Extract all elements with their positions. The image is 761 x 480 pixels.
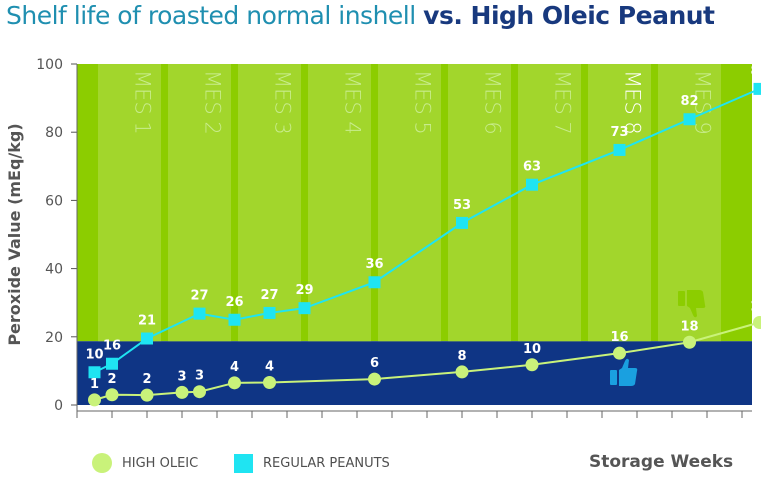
high-oleic-point bbox=[683, 335, 696, 349]
month-stripe bbox=[588, 64, 651, 342]
y-tick-label: 0 bbox=[54, 398, 63, 414]
high-oleic-data-label: 4 bbox=[230, 360, 239, 375]
regular-peanuts-point bbox=[141, 332, 153, 345]
legend-high-oleic: HIGH OLEIC bbox=[92, 452, 198, 474]
high-oleic-data-label: 1 bbox=[90, 377, 99, 392]
high-oleic-data-label: 16 bbox=[610, 330, 628, 345]
regular-peanuts-data-label: 27 bbox=[190, 289, 208, 304]
month-label: MES 7 bbox=[551, 70, 575, 135]
title-bold: vs. High Oleic Peanut bbox=[423, 1, 715, 30]
regular-peanuts-point bbox=[106, 357, 118, 370]
thumb-hand bbox=[687, 290, 706, 318]
regular-peanuts-point bbox=[263, 306, 276, 319]
month-label: MES 4 bbox=[341, 70, 365, 135]
regular-peanuts-point bbox=[456, 216, 468, 229]
thumb-cuff bbox=[610, 370, 617, 385]
regular-peanuts-point bbox=[753, 82, 761, 95]
regular-peanuts-point bbox=[193, 307, 206, 320]
high-oleic-data-label: 18 bbox=[680, 319, 698, 334]
regular-peanuts-point bbox=[526, 178, 538, 191]
regular-peanuts-data-label: 29 bbox=[295, 283, 313, 298]
high-oleic-data-label: 3 bbox=[177, 369, 186, 384]
y-tick-label: 40 bbox=[45, 262, 63, 278]
high-oleic-point bbox=[613, 346, 626, 360]
regular-peanuts-data-label: 82 bbox=[680, 94, 698, 109]
legend-regular-marker bbox=[234, 453, 253, 473]
regular-peanuts-point bbox=[368, 276, 381, 289]
month-stripe bbox=[238, 64, 301, 342]
high-oleic-data-label: 10 bbox=[523, 342, 541, 357]
thumb-hand bbox=[619, 358, 638, 386]
thumbs-down-icon bbox=[678, 290, 706, 318]
regular-peanuts-data-label: 53 bbox=[453, 198, 471, 213]
month-label: MES 8 bbox=[621, 70, 645, 135]
high-oleic-point bbox=[105, 388, 119, 402]
month-stripe bbox=[378, 64, 441, 342]
regular-peanuts-data-label: 27 bbox=[260, 288, 278, 303]
y-tick-label: 60 bbox=[45, 193, 63, 209]
high-oleic-point bbox=[88, 393, 101, 407]
regular-peanuts-point bbox=[683, 113, 696, 126]
high-oleic-data-label: 3 bbox=[195, 369, 204, 384]
regular-peanuts-data-label: 16 bbox=[103, 339, 121, 354]
legend-high-oleic-label: HIGH OLEIC bbox=[122, 455, 199, 471]
regular-peanuts-data-label: 73 bbox=[610, 125, 628, 140]
legend-high-oleic-marker bbox=[92, 453, 112, 473]
thumb-cuff bbox=[678, 291, 685, 306]
regular-peanuts-point bbox=[298, 302, 311, 315]
high-oleic-data-label: 2 bbox=[107, 372, 116, 387]
month-stripe bbox=[98, 64, 161, 342]
month-stripe bbox=[168, 64, 231, 342]
high-oleic-data-label: 4 bbox=[265, 359, 274, 374]
regular-peanuts-data-label: 21 bbox=[138, 314, 156, 329]
high-oleic-point bbox=[525, 358, 539, 372]
high-oleic-point bbox=[368, 372, 381, 386]
month-stripe bbox=[518, 64, 581, 342]
thumbs-up-icon bbox=[610, 358, 638, 386]
acceptable-zone-band bbox=[77, 341, 752, 405]
legend-regular-peanuts: REGULAR PEANUTS bbox=[234, 452, 390, 474]
high-oleic-point bbox=[228, 376, 241, 390]
high-oleic-point bbox=[193, 385, 206, 399]
month-label: MES 6 bbox=[481, 70, 505, 135]
high-oleic-data-label: 2 bbox=[142, 372, 151, 387]
y-tick-label: 80 bbox=[45, 125, 63, 141]
high-oleic-data-label: 8 bbox=[457, 349, 466, 364]
month-label: MES 3 bbox=[271, 70, 295, 135]
regular-peanuts-data-label: 10 bbox=[85, 347, 103, 362]
x-axis-title: Storage Weeks bbox=[589, 452, 734, 472]
high-oleic-point bbox=[140, 388, 154, 402]
regular-peanuts-data-label: 26 bbox=[225, 295, 243, 310]
regular-peanuts-point bbox=[613, 143, 626, 156]
regular-peanuts-point bbox=[88, 366, 101, 379]
high-oleic-point bbox=[753, 315, 761, 329]
high-oleic-point bbox=[455, 365, 469, 379]
regular-peanuts-point bbox=[228, 313, 241, 326]
y-tick-label: 20 bbox=[45, 330, 63, 346]
regular-peanuts-data-label: 63 bbox=[523, 160, 541, 175]
regular-peanuts-data-label: 85 bbox=[750, 64, 761, 79]
chart-title: Shelf life of roasted normal inshell vs.… bbox=[6, 1, 715, 30]
high-oleic-data-label: 6 bbox=[370, 356, 379, 371]
y-axis-title: Peroxide Value (mEq/kg) bbox=[5, 123, 24, 345]
month-label: MES 5 bbox=[411, 70, 435, 135]
high-oleic-data-label: 25 bbox=[750, 299, 761, 314]
y-tick-label: 100 bbox=[36, 57, 63, 73]
month-label: MES 1 bbox=[131, 70, 155, 135]
high-oleic-point bbox=[175, 385, 189, 399]
title-regular: Shelf life of roasted normal inshell bbox=[6, 1, 424, 30]
month-label: MES 2 bbox=[201, 70, 225, 135]
legend-regular-label: REGULAR PEANUTS bbox=[263, 455, 390, 471]
high-oleic-point bbox=[263, 375, 276, 389]
regular-peanuts-data-label: 36 bbox=[365, 257, 383, 272]
